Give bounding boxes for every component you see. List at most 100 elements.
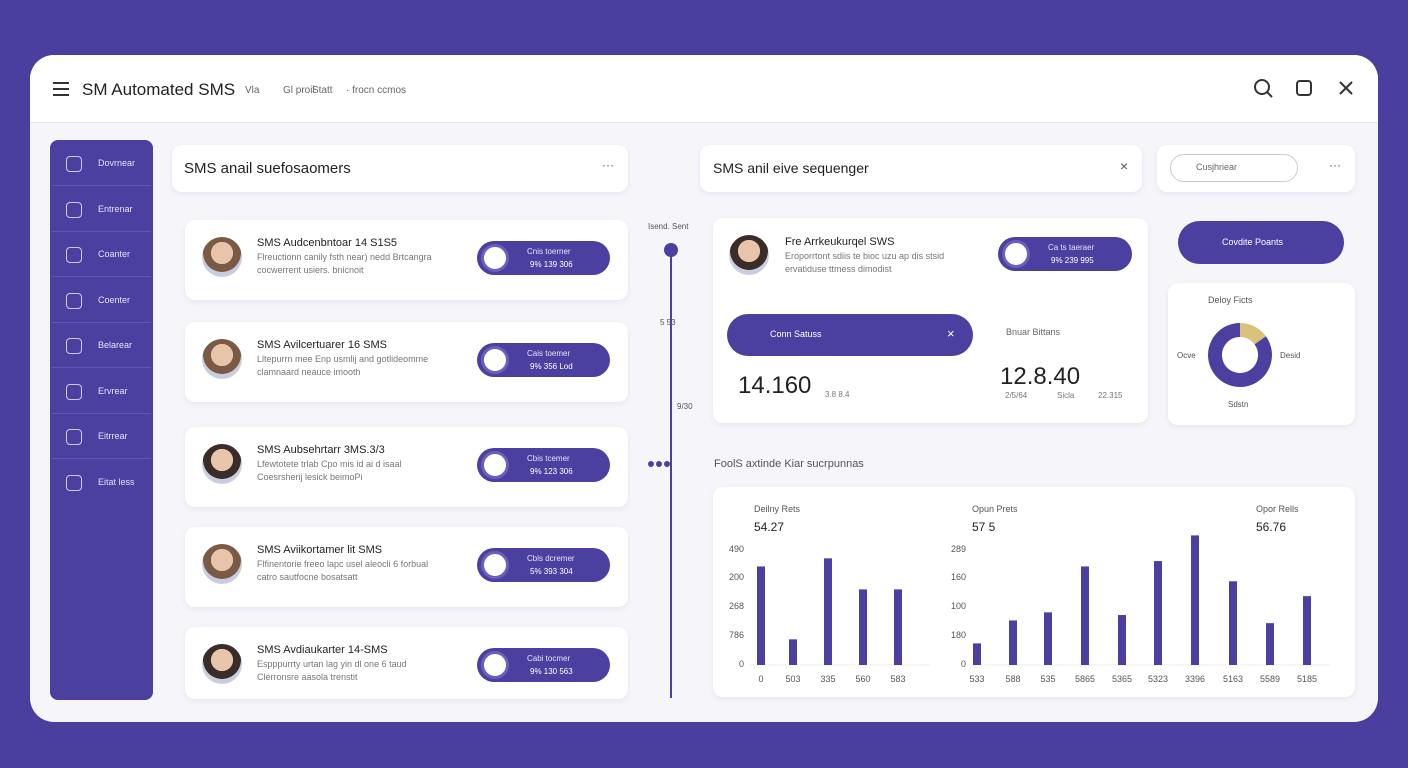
sidebar-item[interactable]: Coanter bbox=[98, 249, 131, 259]
x-tick-label: 503 bbox=[785, 674, 800, 684]
stat-note: 3.8 8.4 bbox=[825, 390, 850, 399]
bar bbox=[1191, 535, 1199, 665]
contact-name: SMS Aubsehrtarr 3MS.3/3 bbox=[257, 444, 385, 456]
donut-segment bbox=[1208, 323, 1272, 387]
button-value: 5% 393 304 bbox=[530, 567, 573, 576]
y-tick-label: 0 bbox=[961, 659, 966, 669]
status-pill-label: Conn Satuss bbox=[770, 329, 822, 339]
x-tick-label: 560 bbox=[855, 674, 870, 684]
donut-label: Ocve bbox=[1177, 351, 1196, 360]
sidebar-divider bbox=[52, 276, 151, 277]
contact-line: Clerronsre aasola trenstit bbox=[257, 672, 358, 682]
nav-item[interactable]: Vla bbox=[245, 85, 260, 96]
button-label: Cais toemer bbox=[527, 349, 571, 358]
contact-line: ervatiduse ttmess dimodist bbox=[785, 264, 892, 274]
sidebar-divider bbox=[52, 230, 151, 232]
header-bar bbox=[30, 55, 1378, 123]
x-tick-label: 5589 bbox=[1260, 674, 1280, 684]
contact-line: Espppurrty urtan lag yin dl one 6 taud bbox=[257, 659, 407, 669]
more-icon: ··· bbox=[602, 158, 614, 172]
y-tick-label: 160 bbox=[951, 572, 966, 582]
x-tick-label: 5185 bbox=[1297, 674, 1317, 684]
donut-label: Sdstn bbox=[1228, 400, 1249, 409]
avatar bbox=[202, 237, 242, 277]
sidebar-icon bbox=[66, 338, 82, 354]
button-icon bbox=[1002, 240, 1030, 268]
sidebar-divider bbox=[52, 367, 151, 368]
bar bbox=[1303, 596, 1311, 665]
x-tick-label: 0 bbox=[758, 674, 763, 684]
stat-note: 22.315 bbox=[1098, 391, 1123, 400]
sidebar-icon bbox=[66, 292, 82, 309]
nav-item[interactable]: Gl proil bbox=[283, 85, 315, 96]
contact-line: Flfinentorie freeo lapc usel aleocli 6 f… bbox=[257, 559, 429, 569]
button-label: Cnis toerner bbox=[527, 247, 571, 256]
timeline-mark: 9/30 bbox=[677, 402, 693, 411]
sidebar-item[interactable]: Coenter bbox=[98, 294, 131, 305]
stat-value: 14.160 bbox=[738, 372, 812, 399]
sidebar-icon bbox=[66, 156, 82, 172]
bar bbox=[1009, 620, 1017, 665]
contact-line: cocwerrent usiers. bnicnoit bbox=[257, 265, 364, 275]
stat-note: Sicla bbox=[1057, 391, 1075, 400]
sidebar-item[interactable]: Eitat less bbox=[98, 476, 135, 487]
button-value: 9% 239 995 bbox=[1051, 256, 1094, 265]
donut-segment bbox=[1239, 323, 1266, 345]
close-icon[interactable]: × bbox=[1120, 158, 1129, 174]
contact-line: Coesrsherij lesick beimoPi bbox=[257, 472, 363, 482]
panel-header bbox=[172, 145, 628, 192]
sidebar-icon bbox=[66, 429, 82, 445]
button-value: 9% 130 563 bbox=[530, 667, 573, 676]
x-tick-label: 5323 bbox=[1148, 674, 1168, 684]
search-text: Cusjhriear bbox=[1196, 162, 1238, 172]
contact-line: Lfewtotete trlab Cpo mis id ai d isaal bbox=[257, 459, 402, 469]
sidebar-icon bbox=[66, 383, 82, 400]
contact-line: Lltepurrn mee Enp usmlij and gotlideomme bbox=[257, 354, 429, 364]
button-icon bbox=[481, 651, 509, 679]
status-pill[interactable] bbox=[727, 314, 973, 356]
chart-title: FoolS axtinde Kiar sucrpunnas bbox=[714, 458, 864, 470]
panel-label: Opun Prets bbox=[972, 504, 1018, 514]
button-value: 9% 123 306 bbox=[530, 467, 573, 476]
x-tick-label: 588 bbox=[1005, 674, 1020, 684]
y-tick-label: 200 bbox=[729, 572, 744, 582]
contact-line: clamnaard neauce imooth bbox=[257, 367, 361, 377]
stat-note: 2/5/64 bbox=[1005, 391, 1028, 400]
sidebar-icon bbox=[66, 247, 82, 263]
contact-name: Fre Arrkeukurqel SWS bbox=[785, 236, 895, 248]
sidebar-item[interactable]: Entrenar bbox=[98, 203, 133, 214]
nav-item[interactable]: Statt bbox=[312, 85, 333, 96]
sidebar-icon bbox=[66, 201, 82, 218]
sidebar-item[interactable]: Ervrear bbox=[98, 385, 128, 396]
button-label: Cbls dcremer bbox=[527, 554, 575, 563]
status-pill-close[interactable]: × bbox=[947, 326, 955, 341]
x-tick-label: 583 bbox=[890, 674, 905, 684]
x-tick-label: 5365 bbox=[1112, 674, 1132, 684]
sidebar bbox=[50, 140, 153, 700]
sidebar-item[interactable]: Eitrrear bbox=[98, 431, 128, 441]
contact-line: Flreuctionn canily fsth near) nedd Brtca… bbox=[257, 252, 432, 262]
x-tick-label: 5865 bbox=[1075, 674, 1095, 684]
sidebar-item[interactable]: Belarear bbox=[98, 340, 133, 350]
y-tick-label: 100 bbox=[951, 601, 966, 611]
avatar bbox=[729, 235, 769, 275]
nav-item[interactable]: · frocn ccmos bbox=[346, 85, 407, 96]
bar bbox=[1118, 615, 1126, 665]
panel-title: SMS anail suefosaomers bbox=[184, 160, 351, 177]
bar bbox=[1266, 623, 1274, 665]
panel-label: Opor Rells bbox=[1256, 504, 1299, 514]
search-box[interactable] bbox=[1170, 154, 1298, 182]
sidebar-divider bbox=[52, 185, 151, 186]
sidebar-divider bbox=[52, 321, 151, 323]
y-tick-label: 268 bbox=[729, 601, 744, 611]
sidebar-icon bbox=[66, 474, 82, 491]
x-tick-label: 3396 bbox=[1185, 674, 1205, 684]
stat-value: 12.8.40 bbox=[1000, 363, 1081, 390]
avatar bbox=[202, 544, 242, 584]
sidebar-item[interactable]: Dovrnear bbox=[98, 158, 136, 168]
contact-name: SMS Audcenbntoar 14 S1S5 bbox=[257, 237, 398, 249]
bar bbox=[789, 639, 797, 665]
action-button[interactable] bbox=[1178, 221, 1344, 264]
